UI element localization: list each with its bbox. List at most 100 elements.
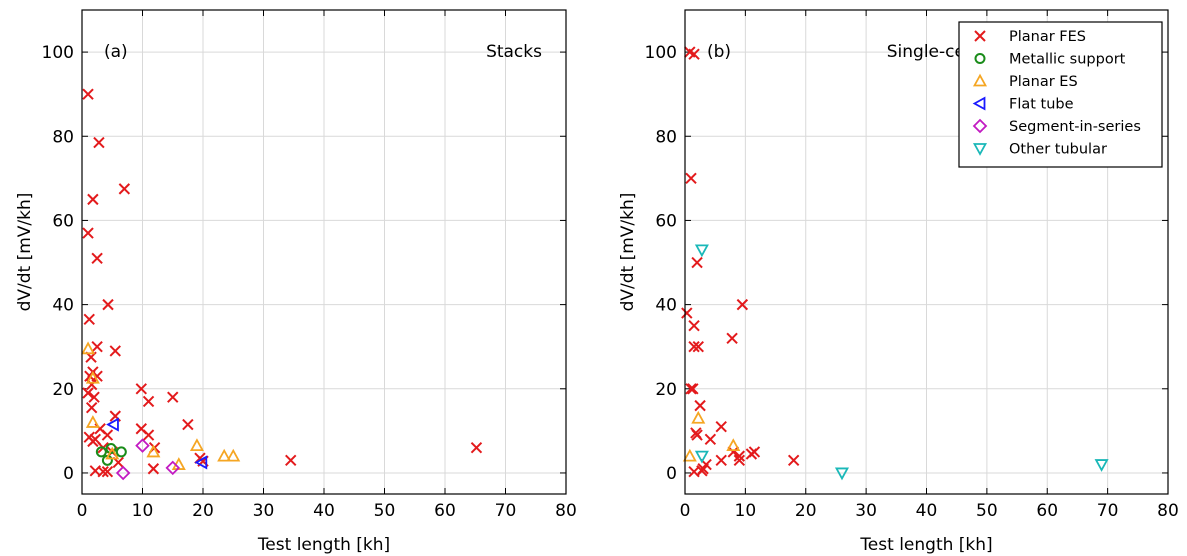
- data-point-planar-es: [726, 438, 741, 452]
- x-tick-label: 60: [434, 501, 456, 521]
- data-point-planar-fes: [697, 463, 709, 475]
- legend-marker-metallic: [974, 53, 986, 64]
- legend-marker-other-tubular: [972, 143, 988, 156]
- data-point-planar-fes: [733, 450, 746, 462]
- legend-marker-planar-es: [972, 73, 988, 87]
- data-point-other-tubular: [834, 467, 849, 481]
- data-point-planar-fes: [685, 172, 697, 185]
- legend-marker-segment: [972, 118, 988, 134]
- data-point-planar-fes: [82, 227, 94, 239]
- legend: Planar FES Metallic support Planar ES Flat …: [958, 21, 1163, 168]
- x-tick-label: 70: [1097, 501, 1119, 521]
- legend-label: Flat tube: [1009, 97, 1074, 113]
- plot-frame: [684, 9, 1169, 495]
- panel-title: Stacks: [486, 42, 542, 62]
- x-axis-label: Test length [kh]: [257, 535, 390, 555]
- data-point-planar-fes: [89, 465, 102, 477]
- data-point-planar-fes: [736, 298, 749, 311]
- y-axis-label: dV/dt [mV/kh]: [15, 193, 35, 312]
- data-point-planar-fes: [688, 340, 700, 353]
- y-tick-label: 100: [645, 43, 677, 63]
- data-point-planar-es: [682, 448, 697, 462]
- data-point-planar-fes: [733, 454, 746, 467]
- data-point-metallic: [95, 446, 107, 458]
- data-point-planar-fes: [470, 441, 483, 454]
- x-tick-label: 60: [1036, 501, 1058, 521]
- x-tick-label: 20: [795, 501, 817, 521]
- y-tick-label: 40: [655, 296, 677, 316]
- x-axis-label: Test length [kh]: [859, 535, 992, 555]
- data-point-flat-tube: [194, 455, 208, 470]
- data-point-planar-fes: [715, 420, 727, 433]
- data-point-planar-fes: [109, 345, 121, 357]
- data-point-planar-fes: [91, 252, 103, 265]
- y-tick-label: 80: [655, 127, 677, 147]
- data-point-planar-fes: [88, 391, 100, 403]
- data-point-planar-es: [105, 446, 120, 460]
- data-point-planar-fes: [685, 383, 697, 395]
- data-point-planar-fes: [142, 429, 155, 441]
- x-tick-label: 80: [1157, 501, 1179, 521]
- x-tick-label: 10: [735, 501, 757, 521]
- data-point-planar-fes: [82, 387, 94, 399]
- data-point-planar-fes: [745, 448, 758, 460]
- data-point-planar-fes: [118, 183, 131, 195]
- data-point-planar-fes: [87, 435, 99, 448]
- data-point-planar-fes: [101, 429, 114, 441]
- data-point-planar-fes: [102, 298, 114, 311]
- data-point-flat-tube: [106, 417, 119, 432]
- data-point-planar-fes: [691, 429, 703, 441]
- data-point-planar-fes: [167, 391, 179, 403]
- data-point-planar-fes: [82, 88, 94, 100]
- data-point-planar-fes: [687, 383, 699, 395]
- data-point-planar-fes: [182, 418, 194, 431]
- data-point-planar-es: [226, 448, 241, 462]
- data-point-planar-fes: [83, 313, 95, 326]
- x-tick-label: 50: [374, 501, 396, 521]
- data-point-planar-fes: [87, 193, 99, 206]
- data-point-planar-es: [85, 415, 100, 428]
- legend-label: Segment-in-series: [1009, 119, 1141, 135]
- data-point-planar-fes: [692, 340, 704, 353]
- data-point-planar-fes: [787, 454, 800, 467]
- data-point-other-tubular: [694, 450, 709, 464]
- x-tick-label: 40: [313, 501, 335, 521]
- data-point-planar-fes: [704, 433, 717, 445]
- legend-marker-planar-fes: [974, 30, 986, 42]
- x-tick-label: 0: [680, 501, 691, 521]
- panel-label: (b): [707, 42, 731, 62]
- data-point-planar-fes: [688, 48, 700, 60]
- data-point-planar-fes: [694, 399, 706, 412]
- data-point-planar-fes: [142, 395, 155, 408]
- data-point-planar-es: [217, 448, 232, 462]
- y-tick-label: 60: [52, 211, 74, 231]
- x-tick-label: 50: [976, 501, 998, 521]
- y-tick-label: 40: [52, 296, 74, 316]
- x-tick-label: 70: [495, 501, 517, 521]
- y-tick-label: 20: [655, 380, 677, 400]
- data-point-planar-fes: [688, 319, 700, 332]
- data-point-planar-fes: [691, 256, 703, 269]
- y-tick-label: 0: [63, 464, 74, 484]
- data-point-metallic: [105, 443, 117, 455]
- data-point-planar-fes: [681, 307, 693, 319]
- data-point-planar-fes: [91, 340, 103, 353]
- legend-label: Planar ES: [1009, 74, 1078, 90]
- data-point-planar-fes: [93, 136, 105, 149]
- y-tick-label: 20: [52, 380, 74, 400]
- x-tick-label: 30: [855, 501, 877, 521]
- x-tick-label: 10: [132, 501, 154, 521]
- y-tick-label: 80: [52, 127, 74, 147]
- y-axis-label: dV/dt [mV/kh]: [618, 193, 638, 312]
- data-point-planar-fes: [285, 454, 297, 467]
- data-point-planar-es: [189, 438, 204, 452]
- panel-b-single-cells: 0 10 20 30 40 50 60 70 80 0 20 40 60 80 100 Test length…: [618, 9, 1179, 555]
- y-tick-label: 60: [655, 211, 677, 231]
- legend-box: [958, 21, 1163, 168]
- x-tick-label: 0: [77, 501, 88, 521]
- y-tick-label: 0: [666, 464, 677, 484]
- x-tick-label: 80: [555, 501, 577, 521]
- data-point-other-tubular: [694, 244, 709, 258]
- x-tick-label: 30: [253, 501, 275, 521]
